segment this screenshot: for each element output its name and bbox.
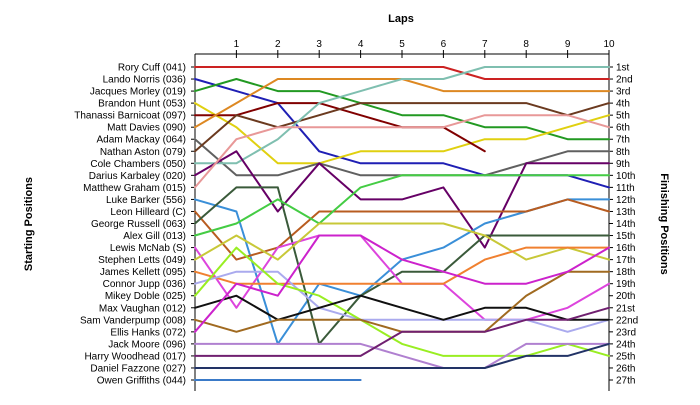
axis-ticks [191, 50, 613, 381]
starting-driver-label: Leon Hilleard (C) [110, 207, 186, 218]
starting-driver-label: Thanassi Barnicoat (097) [74, 111, 186, 122]
finishing-position-label: 18th [616, 267, 635, 278]
lap-tick-label: 9 [565, 39, 571, 50]
starting-driver-label: Owen Griffiths (044) [97, 376, 186, 387]
axis-labels: 1 2 3 4 5 6 7 8 9 10 Rory Cuff (041)Lando Norris (… [74, 39, 638, 387]
starting-driver-label: Cole Chambers (050) [90, 159, 186, 170]
series-line-21 [194, 294, 610, 321]
starting-driver-label: Adam Mackay (064) [97, 135, 186, 146]
finishing-position-label: 19th [616, 279, 635, 290]
series-lines [194, 66, 610, 381]
starting-driver-label: Daniel Fazzone (027) [90, 363, 186, 374]
chart-title: Laps [388, 13, 414, 25]
starting-driver-label: George Russell (063) [91, 219, 186, 230]
starting-driver-label: Sam Vanderpump (008) [80, 315, 186, 326]
starting-driver-label: Brandon Hunt (053) [98, 99, 186, 110]
starting-driver-label: Stephen Letts (049) [98, 255, 186, 266]
starting-driver-label: Ellis Hanks (072) [110, 327, 186, 338]
finishing-position-label: 22nd [616, 315, 638, 326]
starting-driver-label: Connor Jupp (036) [103, 279, 186, 290]
finishing-position-label: 3rd [616, 87, 630, 98]
right-axis-label: Finishing Positions [658, 173, 670, 274]
finishing-position-label: 9th [616, 159, 630, 170]
starting-driver-label: Jack Moore (096) [108, 339, 186, 350]
series-line-15 [194, 174, 610, 237]
finishing-position-label: 11th [616, 183, 635, 194]
starting-driver-label: Nathan Aston (079) [100, 147, 186, 158]
series-line-26 [194, 342, 610, 369]
lap-tick-label: 4 [358, 39, 364, 50]
finishing-position-label: 27th [616, 376, 635, 387]
series-line-9 [194, 66, 610, 165]
finishing-position-label: 8th [616, 147, 630, 158]
series-line-13 [194, 198, 610, 261]
finishing-position-label: 5th [616, 111, 630, 122]
starting-driver-label: Max Vaughan (012) [99, 303, 186, 314]
finishing-position-label: 12th [616, 195, 635, 206]
starting-driver-label: James Kellett (095) [100, 267, 186, 278]
series-line-11 [194, 114, 610, 189]
starting-driver-label: Lewis McNab (S) [110, 243, 186, 254]
lap-tick-label: 7 [482, 39, 488, 50]
series-line-23 [194, 234, 610, 333]
lap-tick-label: 8 [523, 39, 529, 50]
starting-driver-label: Rory Cuff (041) [118, 63, 186, 74]
lap-tick-label: 10 [603, 39, 615, 50]
starting-driver-label: Lando Norris (036) [103, 75, 186, 86]
finishing-position-label: 2nd [616, 75, 633, 86]
finishing-position-label: 24th [616, 339, 635, 350]
finishing-position-label: 1st [616, 63, 630, 74]
finishing-position-label: 17th [616, 255, 635, 266]
finishing-position-label: 10th [616, 171, 635, 182]
series-line-8 [194, 102, 610, 153]
series-line-25 [194, 306, 610, 357]
starting-driver-label: Luke Barker (556) [106, 195, 186, 206]
series-line-4 [194, 102, 610, 165]
finishing-position-label: 6th [616, 123, 630, 134]
starting-driver-label: Mikey Doble (025) [105, 291, 186, 302]
lap-tick-label: 5 [399, 39, 405, 50]
starting-driver-label: Alex Gill (013) [123, 231, 186, 242]
lap-tick-label: 3 [316, 39, 322, 50]
series-line-24 [194, 342, 610, 369]
finishing-position-label: 13th [616, 207, 635, 218]
starting-driver-label: Jacques Morley (019) [90, 87, 186, 98]
lap-tick-label: 2 [275, 39, 281, 50]
left-axis-label: Starting Positions [23, 177, 35, 271]
series-line-14 [194, 186, 610, 345]
lap-tick-label: 1 [234, 39, 240, 50]
finishing-position-label: 15th [616, 231, 635, 242]
starting-driver-label: Harry Woodhead (017) [84, 351, 186, 362]
series-line-17 [194, 222, 610, 261]
finishing-position-label: 14th [616, 219, 635, 230]
starting-driver-label: Darius Karbaley (020) [89, 171, 186, 182]
series-line-20 [194, 246, 610, 357]
finishing-position-label: 20th [616, 291, 635, 302]
finishing-position-label: 25th [616, 351, 635, 362]
series-line-18 [194, 246, 610, 285]
finishing-position-label: 21st [616, 303, 635, 314]
finishing-position-label: 4th [616, 99, 630, 110]
finishing-position-label: 23rd [616, 327, 636, 338]
finishing-position-label: 16th [616, 243, 635, 254]
series-line-10 [194, 150, 610, 249]
starting-driver-label: Matthew Graham (015) [83, 183, 186, 194]
series-line-1 [194, 66, 610, 80]
finishing-position-label: 26th [616, 363, 635, 374]
finishing-position-label: 7th [616, 135, 630, 146]
starting-driver-label: Matt Davies (090) [107, 123, 186, 134]
lap-tick-label: 6 [441, 39, 447, 50]
